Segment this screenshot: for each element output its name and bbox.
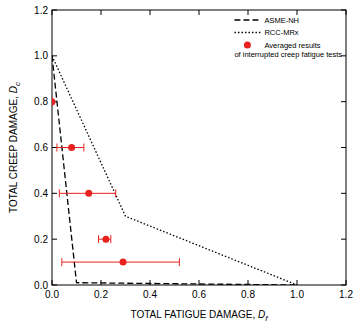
y-tick-right	[341, 193, 346, 194]
data-point	[85, 190, 92, 197]
legend: ASME-NH RCC-MRx Averaged resultsof interru…	[234, 16, 342, 60]
x-tick-label: 0.8	[241, 289, 255, 300]
y-tick	[52, 239, 57, 240]
legend-label: ASME-NH	[264, 16, 299, 25]
legend-label: Averaged resultsof interrupted creep fat…	[234, 41, 342, 60]
x-tick-label: 0.6	[192, 289, 206, 300]
x-tick-label: 1.0	[290, 289, 304, 300]
title-subscript: c	[13, 82, 22, 86]
error-cap	[59, 189, 60, 197]
plot-frame	[52, 10, 346, 285]
legend-swatch	[244, 42, 251, 49]
x-tick-label: 0.2	[94, 289, 108, 300]
legend-label: RCC-MRx	[264, 28, 298, 37]
legend-line: of interrupted creep fatigue tests	[234, 50, 342, 59]
legend-swatch	[234, 32, 260, 33]
title-text: TOTAL FATIGUE DAMAGE,	[131, 309, 258, 320]
x-tick-top	[199, 10, 200, 15]
legend-line: ASME-NH	[264, 16, 299, 25]
series-line	[52, 56, 297, 285]
y-tick	[52, 147, 57, 148]
error-cap	[179, 258, 180, 266]
legend-line: Averaged results	[264, 41, 320, 50]
title-text: TOTAL CREEP DAMAGE,	[8, 93, 19, 213]
title-subscript: f	[265, 314, 268, 323]
error-cap	[61, 258, 62, 266]
x-tick	[150, 280, 151, 285]
y-tick-label: 0.8	[34, 96, 48, 107]
y-tick-label: 0.6	[34, 142, 48, 153]
x-tick-label: 0.0	[45, 289, 59, 300]
x-tick-top	[297, 10, 298, 15]
error-cap	[98, 235, 99, 243]
title-symbol: D	[258, 309, 265, 320]
y-tick-label: 1.0	[34, 50, 48, 61]
x-tick-label: 1.2	[339, 289, 353, 300]
legend-swatch	[234, 19, 260, 20]
y-tick-right	[341, 101, 346, 102]
x-tick-label: 0.4	[143, 289, 157, 300]
data-point	[120, 259, 127, 266]
y-tick	[52, 193, 57, 194]
error-cap	[83, 144, 84, 152]
data-point	[102, 236, 109, 243]
plot-area	[52, 56, 297, 285]
error-cap	[110, 235, 111, 243]
data-point	[68, 144, 75, 151]
error-cap	[56, 144, 57, 152]
y-tick-right	[341, 147, 346, 148]
x-tick-top	[248, 10, 249, 15]
x-tick-top	[150, 10, 151, 15]
data-point	[52, 98, 56, 105]
x-tick-top	[101, 10, 102, 15]
y-tick-label: 0.2	[34, 234, 48, 245]
y-tick-label: 1.2	[34, 5, 48, 16]
y-tick-label: 0.0	[34, 280, 48, 291]
error-cap	[115, 189, 116, 197]
y-tick-right	[341, 239, 346, 240]
y-axis-title: TOTAL CREEP DAMAGE, Dc	[8, 82, 22, 213]
title-symbol: D	[8, 86, 19, 93]
y-tick-label: 0.4	[34, 188, 48, 199]
series-line	[52, 56, 297, 285]
legend-line: RCC-MRx	[264, 28, 298, 37]
x-axis-title: TOTAL FATIGUE DAMAGE, Df	[131, 309, 269, 323]
